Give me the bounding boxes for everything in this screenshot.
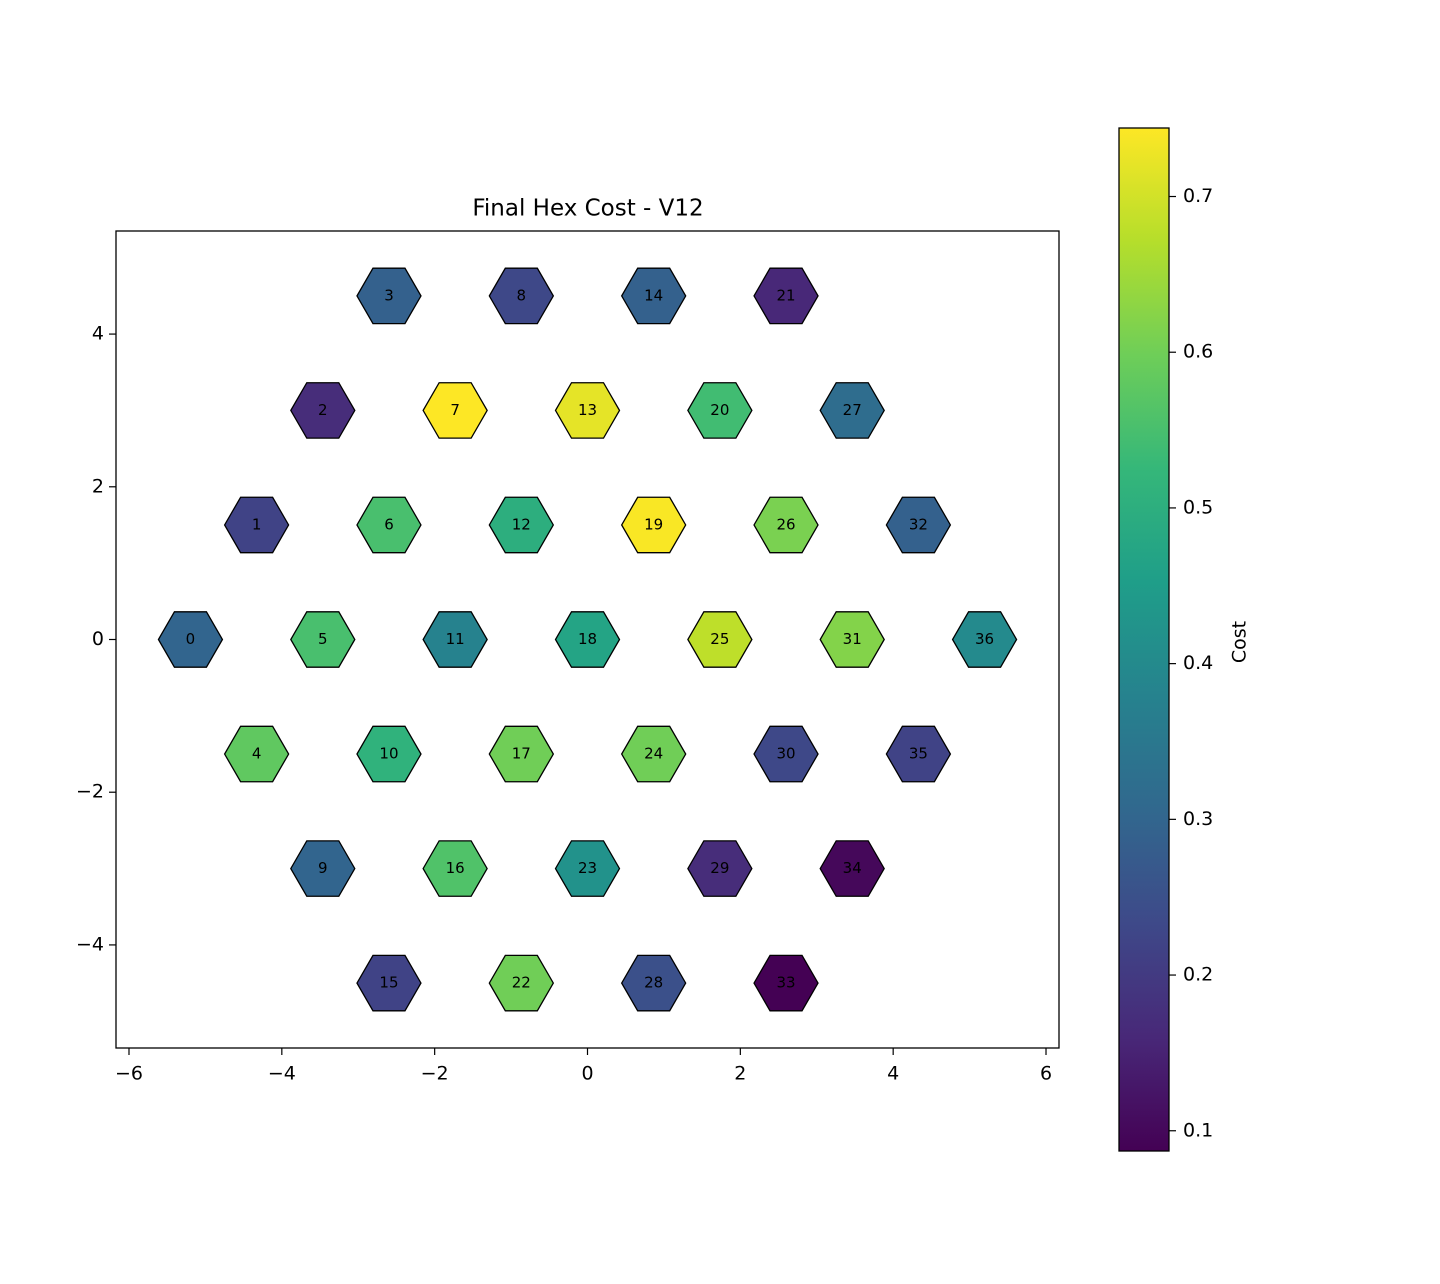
colorbar-tick-label: 0.4: [1183, 652, 1213, 674]
hex-cell: [819, 382, 885, 439]
hex-label: 14: [644, 286, 663, 304]
hex-cell: [554, 840, 621, 897]
hex-cell: [488, 954, 555, 1012]
hex-label: 35: [909, 745, 928, 763]
hex-cell: [554, 382, 621, 439]
hex-cell: [620, 267, 687, 325]
y-tick-label: 2: [92, 475, 104, 497]
hex-cell: [687, 611, 753, 668]
hex-cell: [687, 840, 753, 897]
hex-label: 16: [446, 859, 465, 877]
hex-label: 6: [384, 515, 394, 533]
y-tick-label: 0: [92, 628, 104, 650]
hex-cell: [819, 611, 885, 668]
hex-cell: [488, 267, 555, 325]
hex-cell: [356, 267, 422, 325]
colorbar-tick-label: 0.3: [1183, 808, 1213, 830]
hex-label: 22: [512, 974, 531, 992]
hex-cell: [753, 267, 819, 325]
hex-label: 24: [644, 745, 663, 763]
hex-cell: [290, 382, 356, 439]
hex-label: 33: [776, 974, 795, 992]
hex-cell: [753, 954, 819, 1012]
hex-label: 10: [379, 745, 398, 763]
chart-title: Final Hex Cost - V12: [472, 196, 703, 222]
hex-cell: [819, 840, 885, 897]
hex-cell: [422, 611, 488, 668]
colorbar-tick-label: 0.7: [1183, 185, 1213, 207]
colorbar-tick-label: 0.1: [1183, 1119, 1213, 1141]
hex-label: 17: [512, 745, 531, 763]
hex-label: 4: [252, 745, 262, 763]
hex-label: 7: [450, 401, 460, 419]
hex-cell: [687, 382, 753, 439]
y-tick-label: −4: [76, 933, 104, 955]
hex-cell: [488, 725, 555, 783]
hex-label: 19: [644, 515, 663, 533]
hex-label: 20: [710, 401, 729, 419]
hex-label: 21: [776, 286, 795, 304]
hex-cell: [356, 954, 422, 1012]
hex-cell: [223, 496, 290, 554]
hex-cell: [753, 725, 819, 783]
hex-label: 18: [578, 630, 597, 648]
hex-label: 31: [843, 630, 862, 648]
hex-label: 23: [578, 859, 597, 877]
hex-cell: [620, 725, 687, 783]
hex-label: 26: [776, 515, 795, 533]
hex-label: 32: [909, 515, 928, 533]
hex-label: 0: [186, 630, 196, 648]
colorbar-tick-label: 0.6: [1183, 341, 1213, 363]
hex-label: 28: [644, 974, 663, 992]
hex-label: 36: [975, 630, 994, 648]
hex-cell: [885, 496, 952, 554]
hex-label: 25: [710, 630, 729, 648]
hex-label: 2: [318, 401, 328, 419]
hex-cell: [620, 496, 687, 554]
hex-label: 34: [843, 859, 862, 877]
hex-cell: [620, 954, 687, 1012]
x-tick-label: 4: [887, 1063, 899, 1085]
hex-label: 12: [512, 515, 531, 533]
hex-cell: [356, 725, 422, 783]
hex-label: 1: [252, 515, 262, 533]
hex-label: 5: [318, 630, 328, 648]
hex-label: 30: [776, 745, 795, 763]
hex-cell: [488, 496, 555, 554]
hex-cell: [554, 611, 621, 668]
colorbar-label: Cost: [1229, 621, 1251, 663]
x-tick-label: −2: [421, 1063, 449, 1085]
hex-label: 11: [446, 630, 465, 648]
hex-cell: [422, 840, 488, 897]
hex-label: 3: [384, 286, 394, 304]
hex-cell: [951, 611, 1018, 668]
x-tick-label: −4: [268, 1063, 296, 1085]
hex-label: 15: [379, 974, 398, 992]
hex-cell: [290, 611, 356, 668]
hex-label: 29: [710, 859, 729, 877]
colorbar-tick-label: 0.5: [1183, 496, 1213, 518]
hex-cell: [753, 496, 819, 554]
hex-cell: [290, 840, 356, 897]
x-tick-label: 0: [581, 1063, 593, 1085]
hex-cell: [885, 725, 952, 783]
hex-label: 27: [843, 401, 862, 419]
hex-label: 13: [578, 401, 597, 419]
colorbar: [1118, 127, 1170, 1152]
hex-cell: [157, 611, 224, 668]
hex-cell: [356, 496, 422, 554]
x-tick-label: 6: [1040, 1063, 1052, 1085]
x-tick-label: −6: [115, 1063, 143, 1085]
colorbar-tick-label: 0.2: [1183, 964, 1213, 986]
hex-label: 9: [318, 859, 328, 877]
y-tick-label: 4: [92, 323, 104, 345]
hex-label: 8: [517, 286, 527, 304]
y-tick-label: −2: [76, 781, 104, 803]
hex-cell: [422, 382, 488, 439]
hex-cell: [223, 725, 290, 783]
x-tick-label: 2: [734, 1063, 746, 1085]
